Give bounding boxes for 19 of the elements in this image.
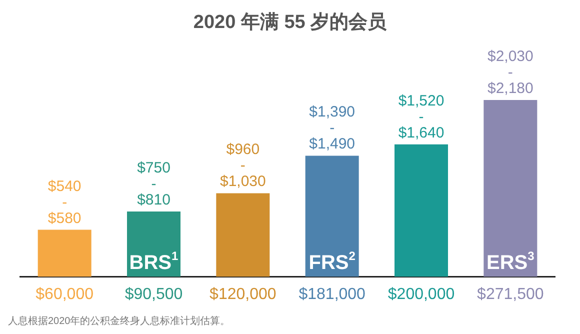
bar <box>305 156 359 277</box>
bar <box>216 193 270 277</box>
x-tick-label: $200,000 <box>388 286 455 303</box>
data-label: $750 - $810 <box>137 159 170 208</box>
bar <box>484 100 538 277</box>
data-label: $1,390 - $1,490 <box>309 104 356 153</box>
text: 人息根据2020年的公积金终身人息标准计划估算。 <box>8 315 230 327</box>
chart-title: 2020 年满 55 岁的会员 <box>193 11 388 33</box>
x-tick-label: $60,000 <box>36 286 94 303</box>
x-tick-label: $90,500 <box>124 286 183 303</box>
data-label: $960 - $1,030 <box>220 141 266 190</box>
x-tick-label: $120,000 <box>210 286 276 303</box>
data-label: $540 - $580 <box>48 178 82 227</box>
data-label: $1,520 - $1,640 <box>398 92 444 142</box>
data-label: $2,030 - $2,180 <box>487 48 534 97</box>
bar <box>38 230 92 277</box>
x-tick-label: $271,500 <box>477 286 544 303</box>
x-tick-label: $181,000 <box>298 286 366 303</box>
bar <box>394 144 448 277</box>
